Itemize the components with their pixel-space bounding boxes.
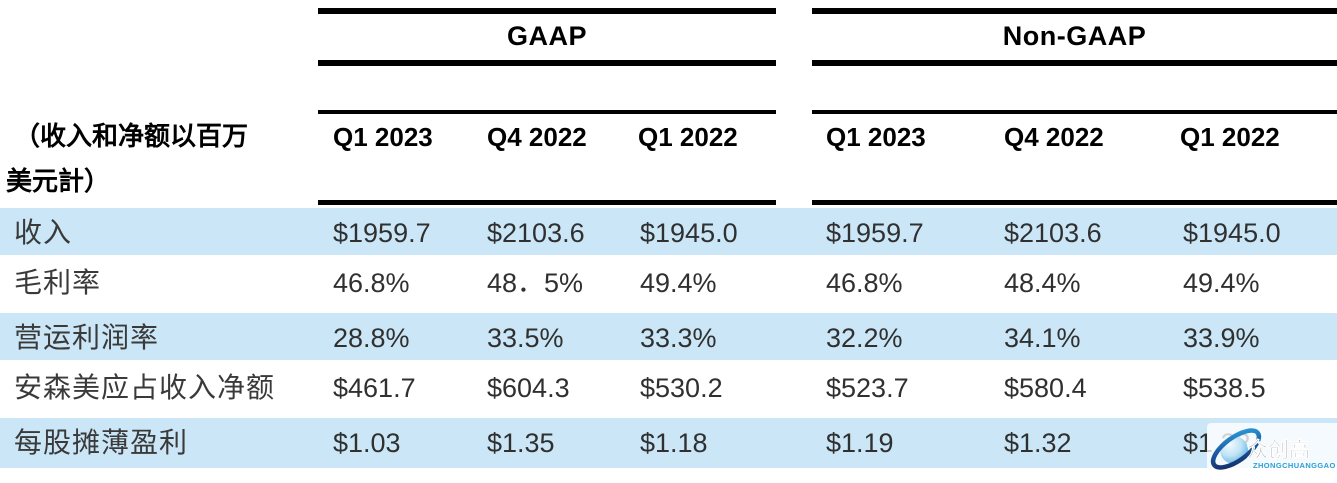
cell-value: 32.2% [826, 323, 903, 353]
cell-value: $580.4 [1004, 373, 1087, 403]
row-label: 毛利率 [14, 267, 102, 298]
cell-value: $1945.0 [1183, 218, 1281, 248]
cell-value: 46.8% [826, 268, 903, 298]
table-row-diluted-eps: 每股摊薄盈利 $1.03 $1.35 $1.18 $1.19 $1.32 $1.… [0, 415, 1337, 471]
table-row-revenue: 收入 $1959.7 $2103.6 $1945.0 $1959.7 $2103… [0, 205, 1337, 258]
cell-value: $461.7 [333, 373, 416, 403]
nongaap-quarter-header-q1-2022: Q1 2022 [1180, 122, 1280, 152]
orbit-logo-icon: 众创高 ZHONGCHUANGGAO [1210, 428, 1336, 470]
cell-value: 28.8% [333, 323, 410, 353]
row-label: 每股摊薄盈利 [14, 427, 189, 458]
table-row-operating-margin: 营运利润率 28.8% 33.5% 33.3% 32.2% 34.1% 33.9… [0, 310, 1337, 363]
cell-value: 48.4% [1004, 268, 1081, 298]
nongaap-top-rule [812, 8, 1337, 14]
orbit-ring [1210, 428, 1262, 470]
gaap-title-underline [318, 60, 776, 66]
cell-value: 33.3% [640, 323, 717, 353]
cell-value: $1.18 [640, 428, 708, 458]
gaap-header-overline [318, 110, 776, 114]
watermark-subtitle: ZHONGCHUANGGAO [1253, 461, 1336, 470]
row-label: 收入 [14, 217, 73, 248]
gaap-quarter-header-q1-2022: Q1 2022 [638, 122, 738, 152]
cell-value: $2103.6 [1004, 218, 1102, 248]
gaap-header-underline [318, 200, 776, 207]
nongaap-header-overline [812, 110, 1337, 114]
gaap-group-title: GAAP [506, 21, 587, 51]
table-row-net-income: 安森美应占收入净额 $461.7 $604.3 $530.2 $523.7 $5… [0, 363, 1337, 416]
cell-value: 34.1% [1004, 323, 1081, 353]
table-row-gross-margin: 毛利率 46.8% 48．5% 49.4% 46.8% 48.4% 49.4% [0, 258, 1337, 311]
cell-value: $2103.6 [487, 218, 585, 248]
cell-value: $1.03 [333, 428, 401, 458]
cell-value: $1959.7 [333, 218, 431, 248]
gaap-quarter-header-q4-2022: Q4 2022 [487, 122, 587, 152]
cell-value: 33.5% [487, 323, 564, 353]
cell-value: $1.35 [487, 428, 555, 458]
watermark-name: 众创高 [1247, 438, 1310, 462]
nongaap-quarter-header-q1-2023: Q1 2023 [826, 122, 926, 152]
unit-note: （收入和净额以百万 美元計） [6, 114, 248, 204]
zhongchuanggao-watermark: 众创高 ZHONGCHUANGGAO [1207, 423, 1337, 475]
cell-value: $1.32 [1004, 428, 1072, 458]
unit-note-line2: 美元計） [6, 166, 111, 196]
cell-value: 48．5% [487, 268, 584, 298]
cell-value: $1.19 [826, 428, 894, 458]
cell-value: $530.2 [640, 373, 723, 403]
nongaap-header-underline [812, 200, 1337, 207]
row-label: 安森美应占收入净额 [14, 372, 276, 403]
cell-value: 33.9% [1183, 323, 1260, 353]
unit-note-line1: （收入和净额以百万 [14, 121, 249, 151]
cell-value: 49.4% [1183, 268, 1260, 298]
cell-value: $1959.7 [826, 218, 924, 248]
cell-value: $538.5 [1183, 373, 1266, 403]
row-label: 营运利润率 [14, 322, 160, 353]
nongaap-title-underline [812, 60, 1337, 66]
gaap-top-rule [318, 8, 776, 14]
nongaap-group-title: Non-GAAP [1002, 21, 1147, 51]
gaap-quarter-header-q1-2023: Q1 2023 [333, 122, 433, 152]
cell-value: $604.3 [487, 373, 570, 403]
cell-value: 49.4% [640, 268, 717, 298]
nongaap-quarter-header-q4-2022: Q4 2022 [1004, 122, 1104, 152]
cell-value: $1945.0 [640, 218, 738, 248]
cell-value: 46.8% [333, 268, 410, 298]
cell-value: $523.7 [826, 373, 909, 403]
